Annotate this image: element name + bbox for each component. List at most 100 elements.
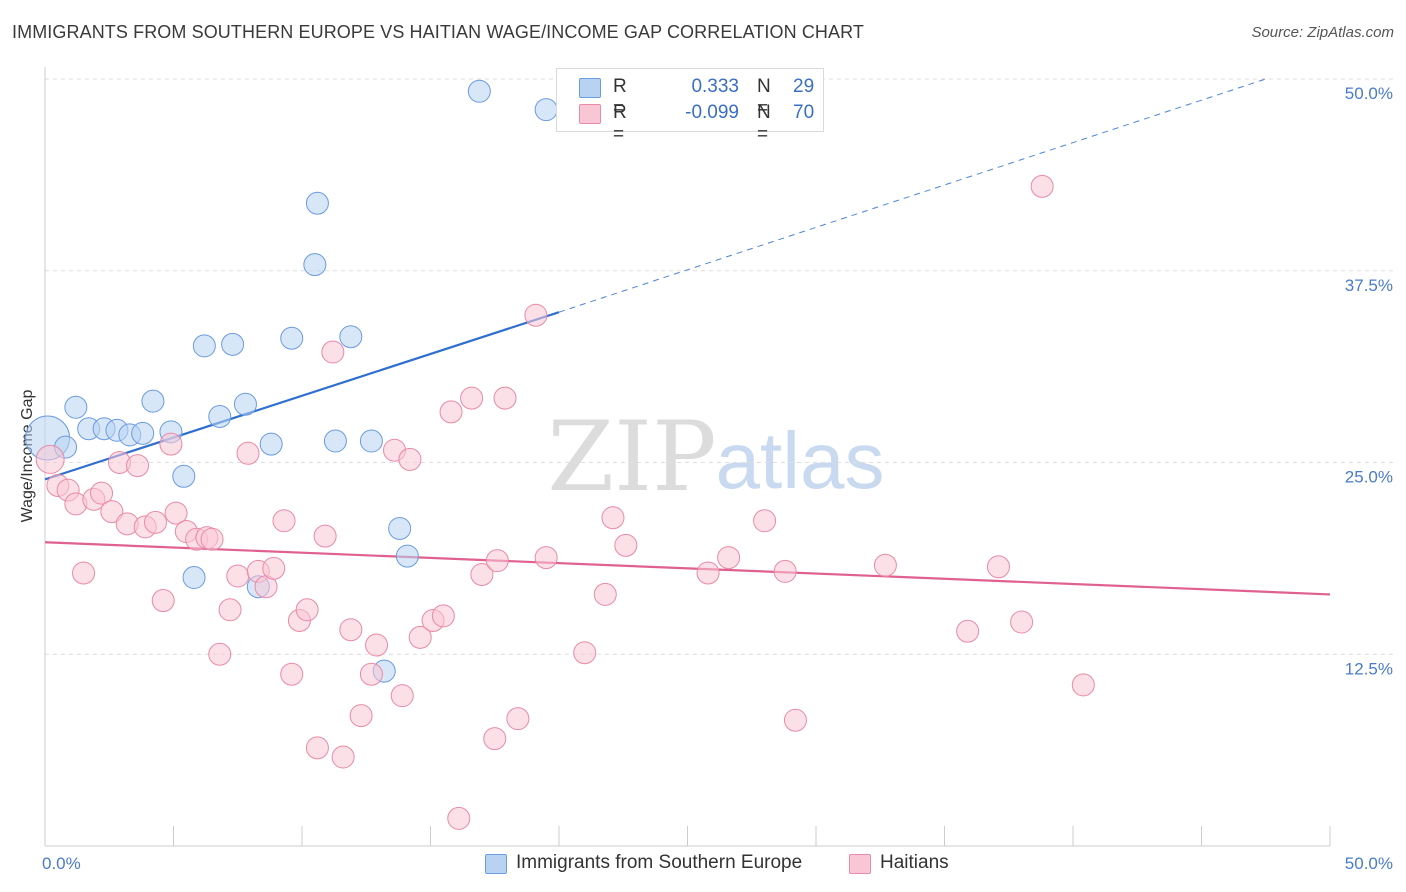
data-point-haitians [534,546,558,570]
data-point-southern-europe [221,332,245,356]
legend-label-southern-europe: Immigrants from Southern Europe [516,852,803,873]
data-point-haitians [280,662,304,686]
data-points [25,79,1095,830]
chart-title: IMMIGRANTS FROM SOUTHERN EUROPE VS HAITI… [12,22,865,42]
data-point-haitians [447,806,471,830]
data-point-haitians [696,561,720,585]
watermark-zip: ZIP [547,401,716,513]
data-point-haitians [485,549,509,573]
legend-swatch-southern-europe [485,854,507,874]
data-point-haitians [236,441,260,465]
legend-swatch-haitians [579,104,601,124]
data-point-haitians [359,662,383,686]
data-point-haitians [470,562,494,586]
data-point-haitians [783,708,807,732]
data-point-haitians [331,745,355,769]
data-point-haitians [601,506,625,530]
data-point-southern-europe [259,432,283,456]
data-point-haitians [1010,610,1034,634]
data-point-haitians [349,704,373,728]
legend-r-label: R = [613,102,627,145]
watermark-atlas: atlas [716,416,885,505]
data-point-haitians [524,303,548,327]
data-point-haitians [365,633,389,657]
data-point-haitians [218,598,242,622]
data-point-haitians [72,561,96,585]
data-point-haitians [144,510,168,534]
trend-line-southern-europe-extension [558,78,1266,313]
data-point-haitians [614,533,638,557]
data-point-haitians [431,604,455,628]
data-point-haitians [313,524,337,548]
legend-label-haitians: Haitians [880,852,949,873]
data-point-southern-europe [192,334,216,358]
legend-r-value: 0.333 [691,76,739,97]
data-point-haitians [956,619,980,643]
data-point-haitians [159,432,183,456]
data-point-haitians [573,641,597,665]
correlation-legend: R = 0.333 N = 29 R = -0.099 N = 70 [556,68,824,145]
data-point-southern-europe [141,389,165,413]
y-tick-label: 25.0% [1345,468,1393,487]
data-point-haitians [126,454,150,478]
data-point-haitians [100,500,124,524]
data-point-haitians [493,386,517,410]
data-point-haitians [200,527,224,551]
data-point-haitians [208,642,232,666]
y-tick-label: 50.0% [1345,84,1393,103]
y-tick-label: 12.5% [1345,659,1393,678]
data-point-haitians [226,564,250,588]
y-tick-label: 37.5% [1345,276,1393,295]
data-point-southern-europe [339,325,363,349]
legend-n-label: N = [757,102,771,145]
data-point-haitians [1071,673,1095,697]
data-point-haitians [717,546,741,570]
data-point-haitians [305,736,329,760]
data-point-southern-europe [280,326,304,350]
data-point-southern-europe [182,566,206,590]
data-point-haitians [873,553,897,577]
data-point-haitians [390,684,414,708]
legend-n-value: 70 [793,102,815,123]
data-point-haitians [506,707,530,731]
data-point-haitians [483,727,507,751]
data-point-haitians [408,625,432,649]
data-point-haitians [593,582,617,606]
data-point-haitians [753,509,777,533]
x-tick-label: 50.0% [1345,854,1393,873]
data-point-southern-europe [534,98,558,122]
data-point-southern-europe [359,429,383,453]
data-point-southern-europe [64,395,88,419]
data-point-southern-europe [131,421,155,445]
data-point-haitians [35,444,65,474]
legend-r-value: -0.099 [685,102,739,123]
legend-r-label: R = [613,76,627,119]
legend-n-value: 29 [793,76,815,97]
data-point-southern-europe [305,191,329,215]
data-point-haitians [1030,174,1054,198]
data-point-southern-europe [323,429,347,453]
data-point-haitians [295,598,319,622]
data-point-southern-europe [467,79,491,103]
data-point-haitians [773,559,797,583]
trend-lines [44,78,1331,596]
data-point-haitians [164,501,188,525]
source-label: Source: ZipAtlas.com [1251,24,1394,41]
tick-labels: 12.5% 25.0% 37.5% 50.0% 0.0% 50.0% [42,84,1393,873]
legend-n-label: N = [757,76,771,119]
data-point-haitians [321,340,345,364]
trend-line-southern-europe [44,311,560,481]
data-point-haitians [90,481,114,505]
data-point-haitians [262,556,286,580]
watermark: ZIP atlas [547,401,884,513]
data-point-southern-europe [233,392,257,416]
data-point-haitians [272,509,296,533]
data-point-southern-europe [388,516,412,540]
data-point-haitians [986,555,1010,579]
data-point-haitians [151,589,175,613]
data-point-southern-europe [303,253,327,277]
legend-swatch-southern-europe [579,78,601,98]
data-point-haitians [398,447,422,471]
data-point-southern-europe [172,464,196,488]
